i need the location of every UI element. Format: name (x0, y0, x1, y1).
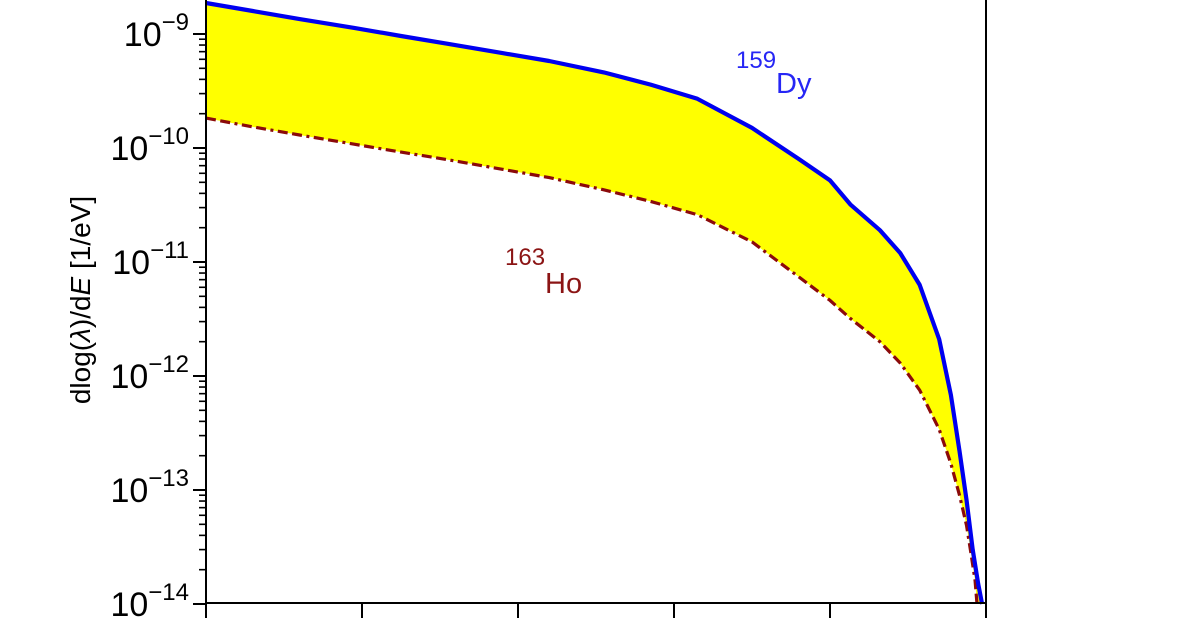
ho163-curve (205, 116, 979, 605)
dy159-label: 159Dy (736, 47, 812, 100)
y-tick-exponent: −9 (162, 9, 189, 36)
y-axis-title-part: dlog( (65, 341, 96, 404)
element-symbol: Ho (545, 268, 582, 300)
y-axis-title-italic-part: λ (65, 328, 96, 344)
y-tick-label: 10−14 (110, 579, 189, 624)
y-tick-label: 10−9 (124, 9, 189, 54)
y-tick-exponent: −14 (148, 579, 189, 606)
band-fill (206, 3, 983, 604)
y-tick-exponent: −11 (150, 237, 189, 264)
y-axis-title-part: )/d (65, 295, 96, 328)
y-axis-title: dlog(λ)/dE [1/eV] (65, 196, 96, 404)
y-tick-label: 10−13 (110, 465, 189, 510)
y-tick-exponent: −10 (148, 123, 189, 150)
ho163-label: 163Ho (505, 244, 582, 300)
y-tick-exponent: −12 (148, 351, 189, 378)
y-tick-label: 10−12 (110, 351, 189, 396)
y-axis: 10−9 10−10 10−11 10−12 10−13 10−14 (110, 9, 207, 624)
isotope-mass-superscript: 163 (505, 244, 545, 271)
y-tick-label: 10−11 (112, 237, 189, 282)
element-symbol: Dy (776, 68, 812, 100)
y-tick-label: 10−10 (110, 123, 189, 168)
x-axis (205, 603, 987, 618)
dy159-curve (205, 0, 985, 605)
y-tick-exponent: −13 (148, 465, 189, 492)
y-axis-title-italic-part: E (65, 276, 96, 295)
isotope-mass-superscript: 159 (736, 47, 776, 74)
y-axis-title-part: [1/eV] (65, 196, 96, 277)
